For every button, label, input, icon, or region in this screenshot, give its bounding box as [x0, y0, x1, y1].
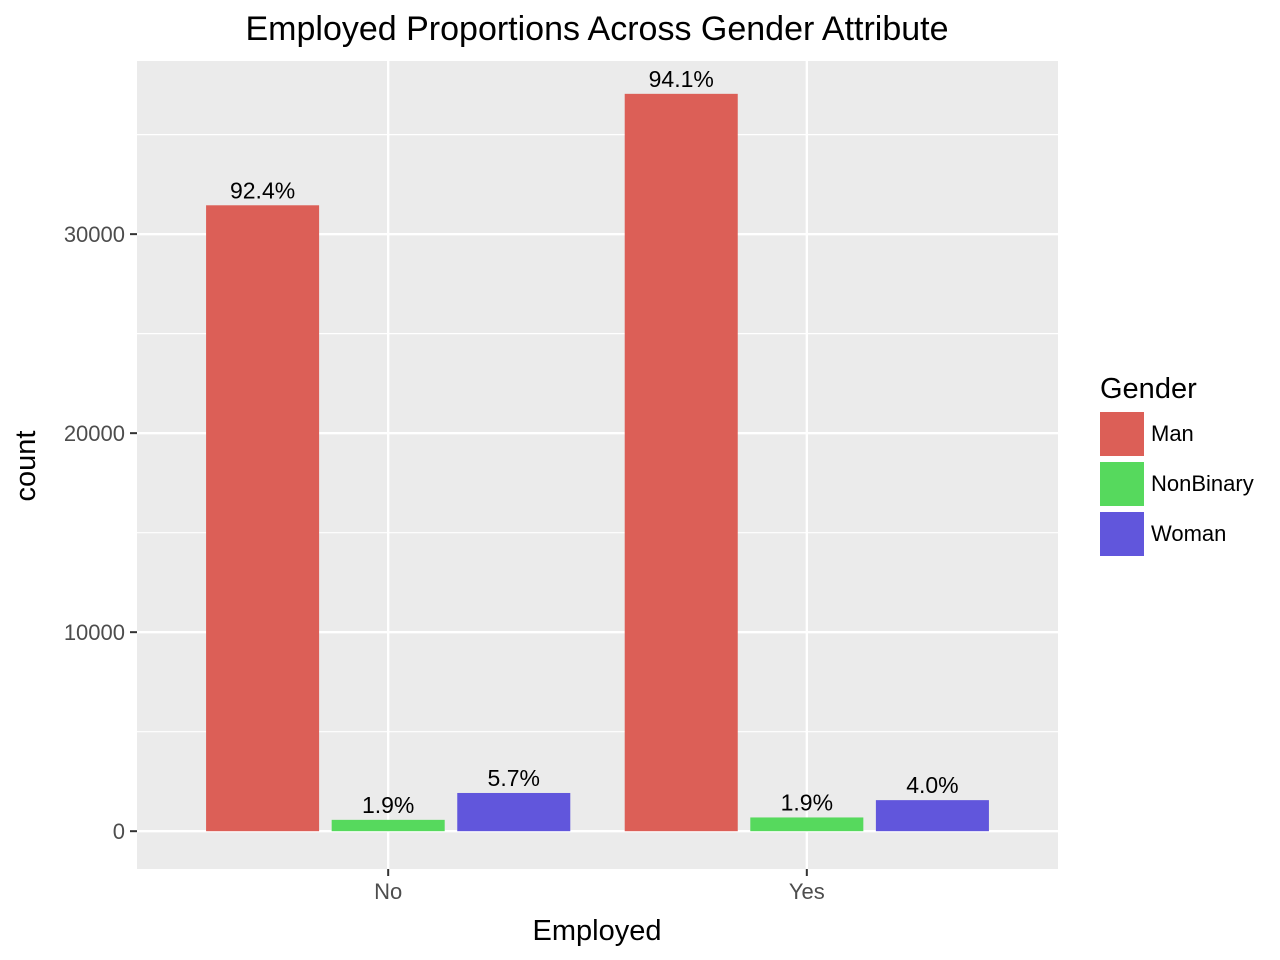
x-axis-title: Employed [533, 915, 662, 947]
y-tick-label: 10000 [64, 620, 125, 645]
chart-title: Employed Proportions Across Gender Attri… [245, 10, 948, 48]
x-tick-label: Yes [789, 879, 825, 904]
legend-swatch-man [1100, 412, 1144, 456]
legend: Gender Man NonBinary Woman [1100, 373, 1254, 556]
y-axis-title: count [10, 431, 42, 502]
bar-woman-yes [875, 800, 989, 832]
legend-label-woman: Woman [1151, 521, 1226, 546]
bar-woman-no [457, 792, 571, 832]
axes: 0 10000 20000 30000 No Yes [64, 222, 825, 904]
legend-title: Gender [1100, 373, 1197, 405]
legend-swatch-nonbinary [1100, 462, 1144, 506]
bar-nonbinary-no [331, 819, 445, 832]
bar-nonbinary-yes [750, 817, 864, 832]
bar-man-no [206, 205, 320, 832]
legend-label-man: Man [1151, 421, 1194, 446]
data-label: 5.7% [488, 765, 540, 791]
y-tick-label: 0 [113, 819, 125, 844]
x-tick-label: No [374, 879, 402, 904]
data-label: 92.4% [230, 177, 295, 203]
data-label: 1.9% [362, 792, 414, 818]
legend-label-nonbinary: NonBinary [1151, 471, 1254, 496]
legend-swatch-woman [1100, 512, 1144, 556]
data-label: 4.0% [906, 772, 958, 798]
data-label: 1.9% [781, 789, 833, 815]
data-labels: 92.4% 94.1% 1.9% 1.9% 5.7% 4.0% [230, 66, 959, 818]
data-label: 94.1% [649, 66, 714, 92]
y-tick-label: 30000 [64, 222, 125, 247]
bar-man-yes [624, 93, 738, 832]
y-tick-label: 20000 [64, 421, 125, 446]
bars [206, 93, 989, 832]
